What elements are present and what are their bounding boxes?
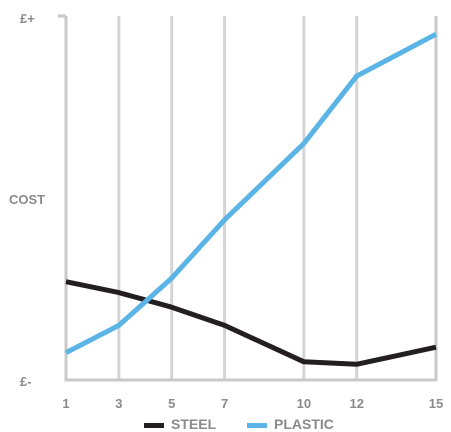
x-tick-label-15: 15 (429, 396, 443, 411)
series-line-steel (65, 279, 437, 367)
legend-swatch-steel (144, 423, 164, 428)
y-top-label: £+ (20, 11, 35, 26)
legend-label-plastic: PLASTIC (274, 416, 334, 432)
axis-labels: £+ COST £- (9, 11, 45, 389)
x-tick-label-12: 12 (349, 396, 363, 411)
legend-swatch-plastic (247, 423, 267, 428)
series-line-plastic (64, 31, 438, 355)
y-axis-label: COST (9, 192, 45, 207)
x-tick-label-7: 7 (221, 396, 228, 411)
series-lines (64, 31, 438, 367)
x-tick-labels: 1 3 5 7 10 12 15 (62, 396, 443, 411)
x-tick-label-1: 1 (62, 396, 69, 411)
axes (58, 14, 438, 382)
x-tick-label-3: 3 (115, 396, 122, 411)
y-bottom-label: £- (20, 374, 32, 389)
legend: STEEL PLASTIC (144, 416, 334, 432)
x-tick-label-5: 5 (168, 396, 175, 411)
legend-label-steel: STEEL (171, 416, 217, 432)
grid-lines (117, 16, 359, 380)
x-tick-label-10: 10 (297, 396, 311, 411)
